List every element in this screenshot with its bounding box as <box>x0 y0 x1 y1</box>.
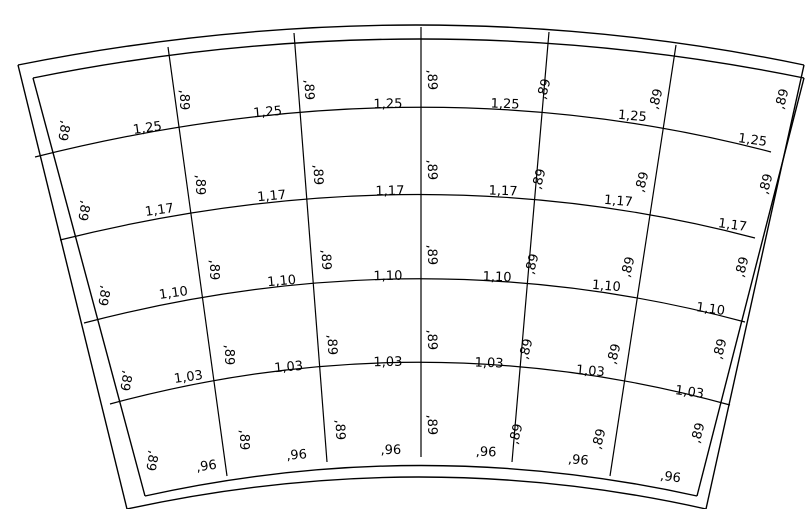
column-lines <box>167 27 677 477</box>
column-height-label: ,89 <box>424 69 440 90</box>
row-width-label: 1,03 <box>373 355 402 371</box>
row-width-label: ,96 <box>286 447 308 464</box>
column-height-label: ,89 <box>221 345 236 366</box>
row-width-label: 1,17 <box>257 188 287 205</box>
column-height-label: ,89 <box>236 430 251 451</box>
row-width-label: ,96 <box>567 452 589 469</box>
row-width-label: 1,03 <box>274 359 304 376</box>
column-height-label: ,89 <box>424 244 440 265</box>
row-width-label: 1,25 <box>253 104 283 121</box>
column-height-label: ,89 <box>74 199 92 222</box>
column-height-label: ,89 <box>590 427 610 451</box>
row-width-label: 1,03 <box>575 363 605 380</box>
column-height-label: ,89 <box>324 334 340 355</box>
column-height-label: ,89 <box>633 170 653 194</box>
column-height-label: ,89 <box>711 337 731 361</box>
row-width-label: 1,25 <box>132 119 163 138</box>
column-height-label: ,89 <box>424 414 440 435</box>
row-width-label: 1,10 <box>373 269 402 285</box>
row-width-label: 1,25 <box>373 97 402 113</box>
row-width-label: 1,10 <box>267 273 297 290</box>
row-width-label: ,96 <box>476 445 497 461</box>
column-height-label: ,89 <box>507 422 527 446</box>
column-height-label: ,89 <box>176 90 191 111</box>
row-line-1 <box>34 106 772 158</box>
column-height-label: ,89 <box>116 369 134 392</box>
column-height-label: ,89 <box>773 87 793 111</box>
column-height-label: ,89 <box>332 419 348 440</box>
column-height-label: ,89 <box>301 79 317 100</box>
row-width-label: 1,03 <box>674 383 705 402</box>
column-height-label: ,89 <box>535 77 555 101</box>
column-height-label: ,89 <box>318 249 334 270</box>
row-line-3 <box>83 278 746 324</box>
row-width-label: 1,25 <box>490 97 519 113</box>
column-height-label: ,89 <box>310 164 326 185</box>
column-height-label: ,89 <box>605 342 625 366</box>
row-lines <box>34 106 772 406</box>
column-line-1 <box>167 46 228 477</box>
column-height-label: ,89 <box>517 337 537 361</box>
column-height-label: ,89 <box>142 449 160 472</box>
row-width-label: ,96 <box>380 443 401 458</box>
dimension-labels: 1,25 1,25 1,25 1,25 1,25 1,25 1,17 1,17 1,17 1,17… <box>54 69 792 486</box>
column-height-label: ,89 <box>424 329 440 350</box>
column-height-label: ,89 <box>619 255 639 279</box>
column-height-label: ,89 <box>647 87 667 111</box>
row-width-label: 1,03 <box>173 368 204 387</box>
column-height-label: ,89 <box>733 255 753 279</box>
row-width-label: 1,10 <box>695 300 726 319</box>
column-height-label: ,89 <box>757 172 777 196</box>
column-height-label: ,89 <box>689 421 709 445</box>
row-width-label: 1,10 <box>482 270 511 286</box>
row-width-label: 1,25 <box>737 131 768 150</box>
row-line-4 <box>109 361 731 406</box>
column-height-label: ,89 <box>424 159 440 180</box>
column-line-2 <box>293 32 328 463</box>
row-width-label: 1,03 <box>474 356 503 372</box>
row-line-2 <box>59 193 756 241</box>
inner-border <box>32 38 805 497</box>
column-line-4 <box>511 31 550 463</box>
row-width-label: ,96 <box>195 458 218 476</box>
row-width-label: 1,10 <box>591 278 621 295</box>
outer-border <box>17 24 805 509</box>
row-width-label: 1,17 <box>603 193 633 210</box>
row-width-label: ,96 <box>659 469 682 487</box>
row-width-label: 1,17 <box>717 216 748 235</box>
column-height-label: ,89 <box>192 175 207 196</box>
row-width-label: 1,25 <box>617 108 647 125</box>
row-width-label: 1,17 <box>144 201 175 220</box>
column-height-label: ,89 <box>523 252 543 276</box>
column-height-label: ,89 <box>206 260 221 281</box>
column-height-label: ,89 <box>54 119 72 142</box>
row-width-label: 1,17 <box>488 184 517 200</box>
row-width-label: 1,17 <box>375 184 404 200</box>
column-line-5 <box>609 44 677 477</box>
row-width-label: 1,10 <box>158 284 189 303</box>
column-height-label: ,89 <box>94 284 112 307</box>
column-height-label: ,89 <box>530 167 550 191</box>
